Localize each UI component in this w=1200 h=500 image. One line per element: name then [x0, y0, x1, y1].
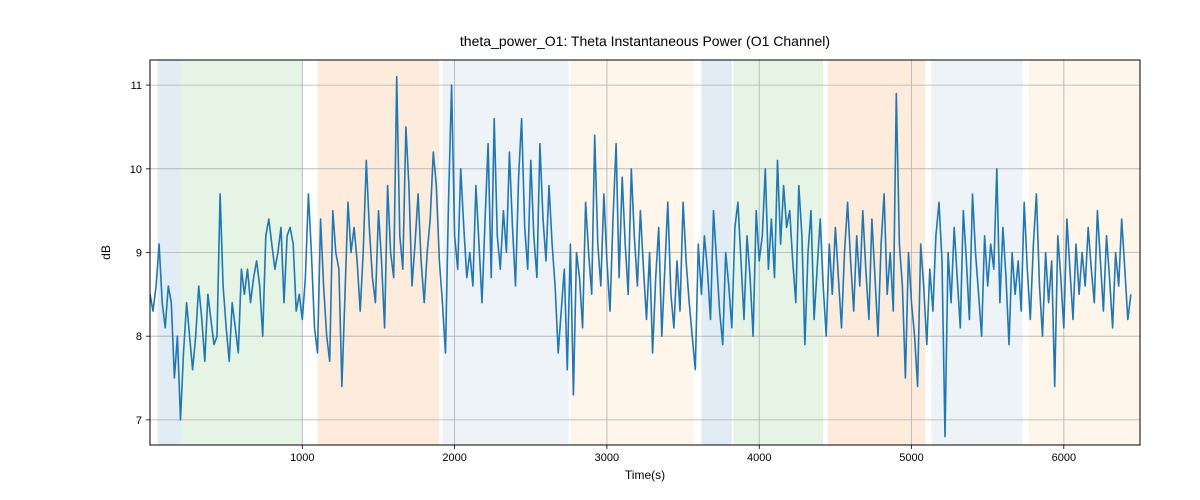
line-chart: 1000 2000 3000 4000 5000 6000 7 8 9 10 11 Time(s) dB…	[0, 0, 1200, 500]
xtick-label: 1000	[290, 452, 314, 464]
xtick-label: 3000	[595, 452, 619, 464]
xtick-label: 4000	[747, 452, 771, 464]
ytick-label: 8	[136, 331, 142, 343]
x-axis-label: Time(s)	[625, 468, 665, 482]
ytick-label: 7	[136, 415, 142, 427]
chart-title: theta_power_O1: Theta Instantaneous Powe…	[460, 33, 830, 49]
ytick-label: 11	[131, 80, 142, 92]
y-axis-label: dB	[99, 245, 113, 260]
ytick-label: 9	[136, 248, 142, 260]
xtick-label: 2000	[442, 452, 466, 464]
xtick-label: 6000	[1052, 452, 1076, 464]
chart-container: 1000 2000 3000 4000 5000 6000 7 8 9 10 11 Time(s) dB…	[0, 0, 1200, 500]
ytick-label: 10	[130, 164, 142, 176]
xtick-label: 5000	[899, 452, 923, 464]
